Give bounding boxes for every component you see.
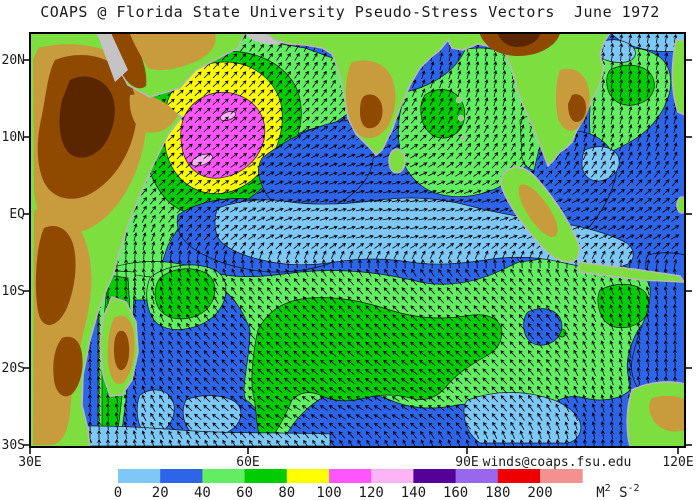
map-interior [31,34,684,446]
colorbar-tick-180: 180 [485,485,510,500]
colorbar-tick-20: 20 [152,485,169,500]
credit-email: winds@coaps.fsu.edu [483,455,632,470]
lat-label-EQ: EQ [9,207,25,222]
colorbar-segment-8 [455,469,499,483]
colorbar-segment-4 [286,469,330,483]
lon-label-90E: 90E [455,455,478,470]
lat-label-30S: 30S [2,438,25,453]
colorbar-tick-160: 160 [443,485,468,500]
colorbar-segment-9 [497,469,541,483]
lat-label-20S: 20S [2,361,25,376]
colorbar-segment-3 [244,469,288,483]
lat-label-10S: 10S [2,284,25,299]
colorbar-tick-0: 0 [114,485,122,500]
colorbar-segment-1 [160,469,203,483]
colorbar-segment-6 [371,469,414,483]
colorbar-tick-60: 60 [236,485,253,500]
map-frame [23,32,692,454]
lat-label-10N: 10N [2,130,25,145]
land-layer [31,34,684,446]
colorbar-segment-0 [118,469,161,483]
colorbar-units: M2 S-2 [596,483,639,500]
colorbar-tick-100: 100 [316,485,341,500]
colorbar-tick-200: 200 [527,485,552,500]
colorbar: 0 20 40 60 80 100 120 140 160 180 200 M2 S-2 [114,469,640,500]
red-sea [97,34,128,82]
colorbar-segment-2 [202,469,246,483]
lon-label-60E: 60E [236,455,259,470]
land-andaman-islands [455,96,466,141]
land-java [576,261,684,283]
lon-label-30E: 30E [18,455,41,470]
land-borneo-edge [671,39,684,116]
colorbar-tick-80: 80 [278,485,295,500]
axis-labels: 20N 10N EQ 10S 20S 30S 30E 60E 90E 120E winds@coap… [2,53,694,470]
colorbar-tick-120: 120 [359,485,384,500]
land-sri-lanka [388,148,406,174]
lat-label-20N: 20N [2,53,25,68]
colorbar-segment-7 [413,469,457,483]
colorbar-tick-140: 140 [401,485,426,500]
land-island-east [676,196,684,214]
colorbar-segment-5 [329,469,372,483]
colorbar-segment-10 [540,469,583,483]
colorbar-tick-40: 40 [194,485,211,500]
plot-title: COAPS @ Florida State University Pseudo-… [40,3,660,21]
lon-label-120E: 120E [662,455,693,470]
